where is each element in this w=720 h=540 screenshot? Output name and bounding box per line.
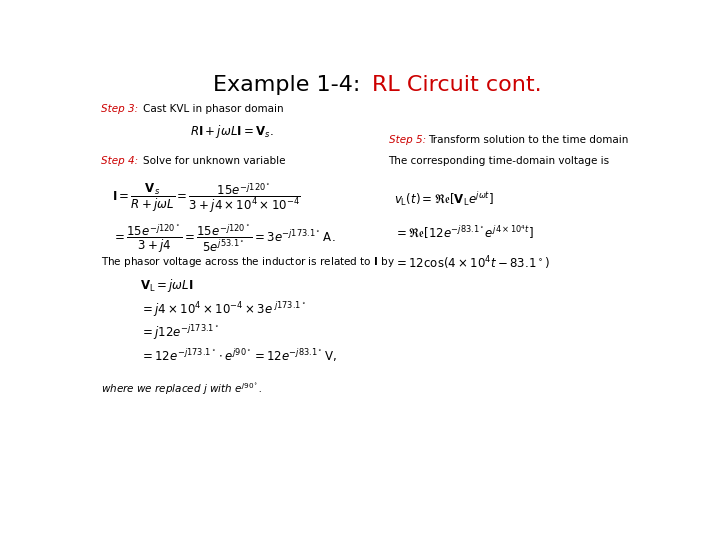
Text: RL Circuit cont.: RL Circuit cont.: [372, 75, 541, 95]
Text: Transform solution to the time domain: Transform solution to the time domain: [428, 136, 628, 145]
Text: Solve for unknown variable: Solve for unknown variable: [143, 156, 286, 166]
Text: Step 3:: Step 3:: [101, 104, 138, 114]
Text: Example 1-4:: Example 1-4:: [213, 75, 374, 95]
Text: The corresponding time-domain voltage is: The corresponding time-domain voltage is: [389, 156, 610, 166]
Text: $= \mathfrak{Re}[12e^{-j83.1^\circ}e^{j4\times10^4 t}]$: $= \mathfrak{Re}[12e^{-j83.1^\circ}e^{j4…: [394, 224, 534, 241]
Text: Step 4:: Step 4:: [101, 156, 138, 166]
Text: Cast KVL in phasor domain: Cast KVL in phasor domain: [143, 104, 284, 114]
Text: The phasor voltage across the inductor is related to $\mathbf{I}$ by: The phasor voltage across the inductor i…: [101, 255, 395, 269]
Text: $\mathbf{V}_{\mathrm{L}} = j\omega L\mathbf{I}$: $\mathbf{V}_{\mathrm{L}} = j\omega L\mat…: [140, 277, 194, 294]
Text: $= j4 \times 10^4 \times 10^{-4} \times 3e^{\;j173.1^\circ}$: $= j4 \times 10^4 \times 10^{-4} \times …: [140, 300, 306, 319]
Text: $= 12e^{-j173.1^\circ} \cdot e^{j90^\circ} = 12e^{-j83.1^\circ}\,\mathrm{V,}$: $= 12e^{-j173.1^\circ} \cdot e^{j90^\cir…: [140, 347, 338, 363]
Text: $= 12\cos(4 \times 10^4 t - 83.1^\circ)$: $= 12\cos(4 \times 10^4 t - 83.1^\circ)$: [394, 255, 550, 272]
Text: $v_{\mathrm{L}}(t) = \mathfrak{Re}[\mathbf{V}_{\mathrm{L}}e^{j\omega t}]$: $v_{\mathrm{L}}(t) = \mathfrak{Re}[\math…: [394, 190, 495, 207]
Text: $R\mathbf{I} + j\omega L\mathbf{I} = \mathbf{V}_s.$: $R\mathbf{I} + j\omega L\mathbf{I} = \ma…: [190, 123, 274, 140]
Text: $= j12e^{-j173.1^\circ}$: $= j12e^{-j173.1^\circ}$: [140, 323, 219, 342]
Text: $\mathbf{I} = \dfrac{\mathbf{V}_s}{R + j\omega L} = \dfrac{15e^{-j120^\circ}}{3 : $\mathbf{I} = \dfrac{\mathbf{V}_s}{R + j…: [112, 181, 301, 215]
Text: Step 5:: Step 5:: [389, 136, 426, 145]
Text: where we replaced $j$ with $e^{j90^\circ}$.: where we replaced $j$ with $e^{j90^\circ…: [101, 381, 263, 396]
Text: $= \dfrac{15e^{-j120^\circ}}{3 + j4} = \dfrac{15e^{-j120^\circ}}{5e^{j53.1^\circ: $= \dfrac{15e^{-j120^\circ}}{3 + j4} = \…: [112, 223, 336, 255]
